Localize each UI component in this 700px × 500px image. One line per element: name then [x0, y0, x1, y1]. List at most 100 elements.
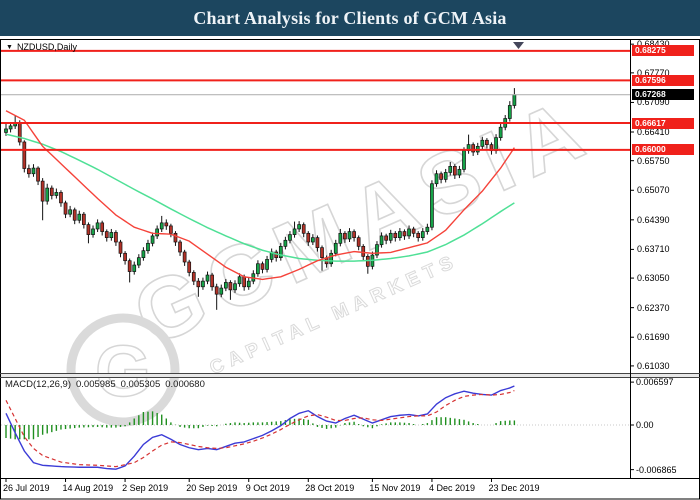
- bear-candle: [27, 168, 31, 175]
- bear-candle: [439, 173, 443, 180]
- bear-candle: [361, 245, 366, 257]
- bull-candle: [388, 232, 393, 241]
- bear-candle: [260, 263, 265, 270]
- date-axis-tick: 14 Aug 2019: [62, 483, 114, 493]
- bear-candle: [228, 282, 233, 291]
- bear-candle: [22, 141, 27, 169]
- symbol-selector[interactable]: ▼ NZDUSD,Daily: [6, 42, 77, 52]
- level-price-label: 0.66617: [632, 117, 694, 129]
- price-axis-tick: 0.61690: [637, 332, 670, 343]
- bull-candle: [219, 287, 224, 295]
- bear-candle: [393, 232, 398, 239]
- bear-candle: [169, 225, 173, 234]
- bull-candle: [201, 280, 205, 288]
- bear-candle: [100, 222, 105, 232]
- bull-candle: [443, 172, 448, 180]
- page-title: Chart Analysis for Clients of GCM Asia: [193, 7, 507, 28]
- bear-candle: [306, 232, 311, 243]
- bull-candle: [246, 280, 251, 288]
- macd-value-signal: 0.005305: [120, 379, 161, 390]
- bull-candle: [155, 228, 159, 237]
- bull-candle: [425, 226, 430, 232]
- bull-candle: [159, 222, 164, 230]
- bull-candle: [347, 231, 352, 240]
- chart-shift-marker-icon[interactable]: [513, 42, 524, 49]
- bull-candle: [146, 242, 150, 252]
- bear-candle: [485, 139, 489, 145]
- bear-candle: [182, 251, 187, 263]
- bear-candle: [315, 237, 320, 249]
- bear-candle: [40, 180, 45, 202]
- macd-name: MACD(12,26,9): [5, 379, 71, 390]
- pane-splitter[interactable]: [1, 374, 699, 377]
- bear-candle: [384, 235, 388, 241]
- bear-candle: [114, 232, 118, 243]
- bear-candle: [164, 222, 169, 227]
- bull-candle: [407, 228, 411, 237]
- bear-candle: [416, 232, 421, 239]
- date-axis-tick: 23 Dec 2019: [488, 483, 540, 493]
- date-axis-tick: 26 Jul 2019: [3, 483, 50, 493]
- price-axis-tick: 0.68430: [637, 39, 670, 50]
- watermark-logo-circle: [66, 313, 180, 427]
- bull-candle: [136, 257, 141, 266]
- bear-candle: [210, 274, 214, 288]
- price-axis-tick: 0.61030: [637, 360, 670, 371]
- macd-main-line: [5, 385, 515, 470]
- bear-candle: [452, 165, 457, 176]
- bull-candle: [265, 259, 269, 270]
- bull-candle: [109, 232, 114, 239]
- bear-candle: [365, 255, 370, 267]
- bear-candle: [82, 213, 86, 225]
- bear-candle: [36, 167, 40, 182]
- bear-candle: [214, 286, 219, 295]
- bull-candle: [448, 165, 453, 173]
- price-axis-tick: 0.64390: [637, 214, 670, 225]
- date-axis-tick: 15 Nov 2019: [369, 483, 421, 493]
- bear-candle: [17, 122, 22, 143]
- bull-candle: [132, 264, 137, 272]
- bull-candle: [375, 244, 379, 256]
- price-axis-tick: 0.67090: [637, 97, 670, 108]
- level-price-label: 0.66000: [632, 144, 694, 156]
- date-axis-tick: 9 Oct 2019: [245, 483, 290, 493]
- level-price-label: 0.67596: [632, 74, 694, 86]
- bull-candle: [333, 242, 338, 254]
- bull-candle: [77, 213, 82, 221]
- bull-candle: [256, 263, 260, 275]
- date-axis-tick: 2 Sep 2019: [122, 483, 169, 493]
- bull-candle: [45, 187, 50, 202]
- watermark-logo-letter: G: [95, 332, 151, 412]
- bear-candle: [320, 247, 324, 259]
- bull-candle: [233, 283, 237, 291]
- macd-value-main: 0.005985: [76, 379, 116, 390]
- price-axis-tick: 0.63050: [637, 273, 670, 284]
- title-bar: Chart Analysis for Clients of GCM Asia: [0, 0, 700, 36]
- bear-candle: [63, 202, 68, 215]
- bear-candle: [301, 224, 306, 234]
- price-axis-tick: 0.66410: [637, 127, 670, 137]
- price-axis-tick: 0.67770: [637, 67, 670, 78]
- bull-candle: [512, 94, 517, 106]
- bear-candle: [471, 144, 476, 153]
- candles: [4, 88, 517, 310]
- bear-candle: [196, 280, 201, 288]
- bear-candle: [59, 192, 63, 204]
- bull-candle: [329, 252, 334, 265]
- bull-candle: [379, 235, 384, 245]
- bull-candle: [311, 237, 315, 243]
- bull-candle: [91, 228, 95, 235]
- bull-candle: [288, 234, 292, 241]
- macd-axis-tick: 0.00: [636, 420, 654, 430]
- bull-candle: [278, 245, 283, 259]
- bull-candle: [237, 276, 242, 285]
- price-axis-tick: 0.65750: [637, 155, 670, 166]
- bull-candle: [8, 125, 13, 130]
- date-axis-tick: 28 Oct 2019: [305, 483, 355, 493]
- bull-candle: [31, 167, 36, 175]
- bull-candle: [430, 183, 434, 228]
- ma-fast-red-line: [5, 110, 515, 281]
- bear-candle: [356, 237, 361, 247]
- chevron-down-icon: ▼: [6, 43, 13, 51]
